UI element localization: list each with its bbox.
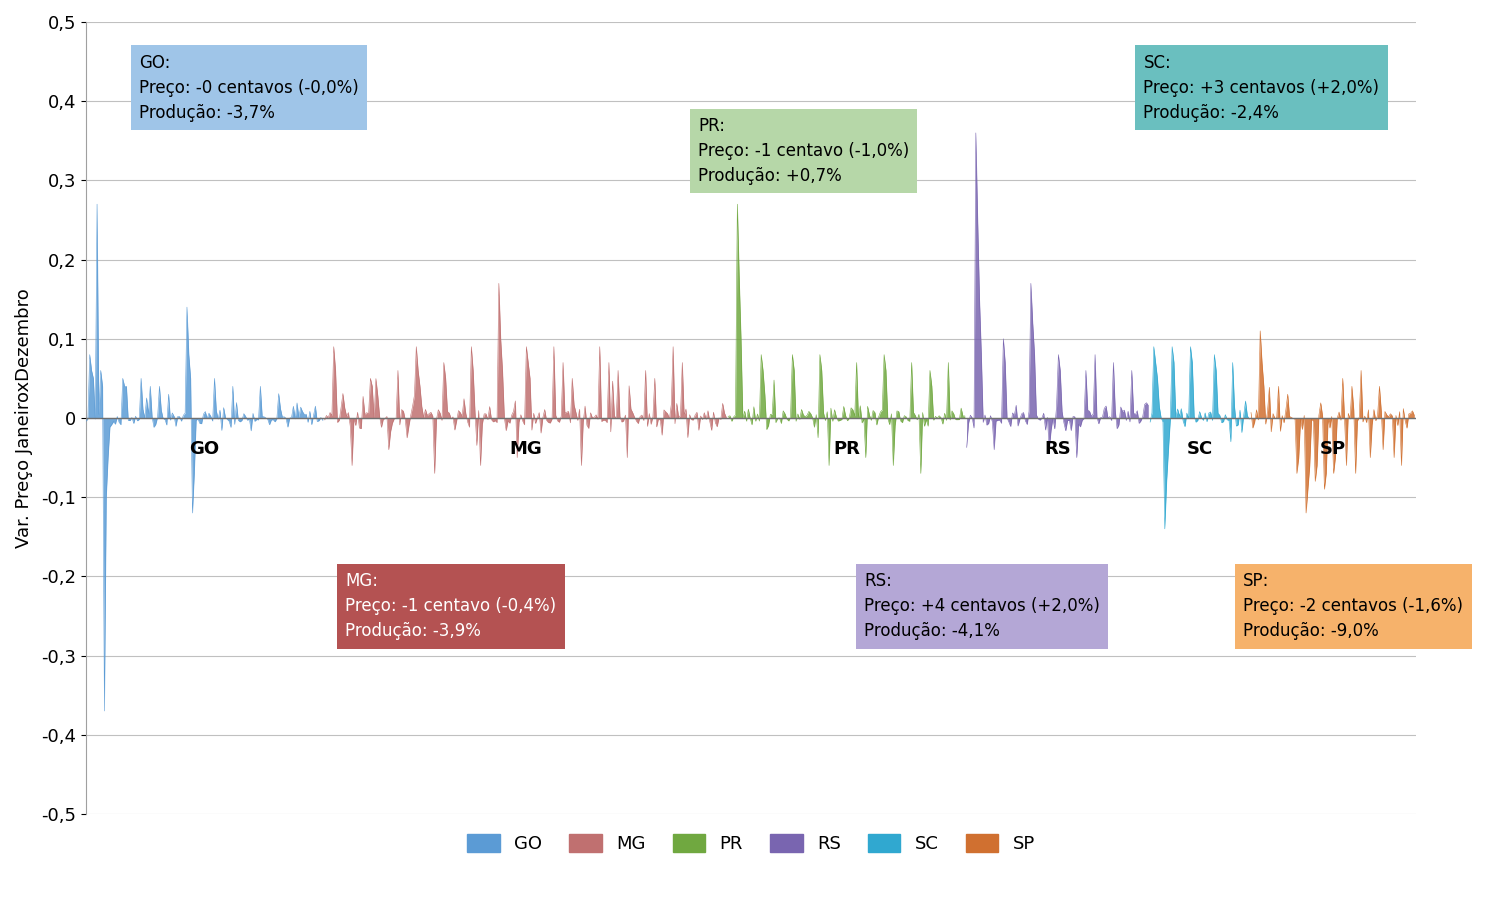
Text: RS:
Preço: +4 centavos (+2,0%)
Produção: -4,1%: RS: Preço: +4 centavos (+2,0%) Produção:… <box>864 573 1100 640</box>
Legend: GO, MG, PR, RS, SC, SP: GO, MG, PR, RS, SC, SP <box>460 826 1042 860</box>
Text: SC: SC <box>1186 440 1214 458</box>
Text: MG:
Preço: -1 centavo (-0,4%)
Produção: -3,9%: MG: Preço: -1 centavo (-0,4%) Produção: … <box>345 573 556 640</box>
Y-axis label: Var. Preço JaneiroxDezembro: Var. Preço JaneiroxDezembro <box>15 288 33 548</box>
Text: PR: PR <box>833 440 860 458</box>
Text: SP: SP <box>1320 440 1346 458</box>
Text: PR:
Preço: -1 centavo (-1,0%)
Produção: +0,7%: PR: Preço: -1 centavo (-1,0%) Produção: … <box>698 117 909 185</box>
Text: GO: GO <box>189 440 219 458</box>
Text: SC:
Preço: +3 centavos (+2,0%)
Produção: -2,4%: SC: Preço: +3 centavos (+2,0%) Produção:… <box>1143 54 1380 122</box>
Text: MG: MG <box>509 440 542 458</box>
Text: SP:
Preço: -2 centavos (-1,6%)
Produção: -9,0%: SP: Preço: -2 centavos (-1,6%) Produção:… <box>1244 573 1462 640</box>
Text: RS: RS <box>1044 440 1071 458</box>
Text: GO:
Preço: -0 centavos (-0,0%)
Produção: -3,7%: GO: Preço: -0 centavos (-0,0%) Produção:… <box>140 54 358 122</box>
